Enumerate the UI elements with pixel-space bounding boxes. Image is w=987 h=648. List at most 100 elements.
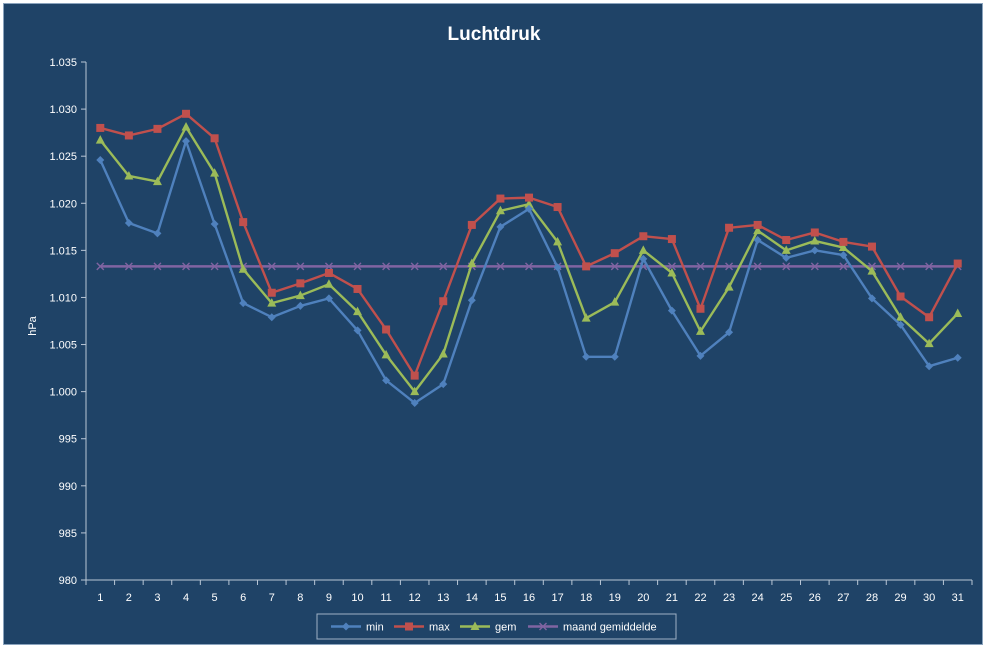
data-point — [353, 306, 363, 316]
data-point — [782, 262, 791, 271]
legend-label: min — [366, 622, 384, 634]
x-tick-label: 25 — [780, 592, 792, 604]
legend: min max gem maand gemiddelde — [316, 613, 677, 640]
x-tick-label: 4 — [183, 592, 189, 604]
x-tick-label: 22 — [694, 592, 706, 604]
x-tick-label: 3 — [154, 592, 160, 604]
data-point — [725, 223, 734, 232]
series-line — [99, 125, 959, 393]
data-point — [610, 352, 619, 361]
data-point — [153, 229, 162, 238]
data-point — [295, 290, 305, 300]
data-point — [953, 353, 962, 362]
y-tick-label: 980 — [59, 575, 77, 587]
x-tick-label: 19 — [609, 592, 621, 604]
legend-item: maand gemiddelde — [528, 622, 657, 634]
data-point — [96, 155, 105, 164]
data-point — [753, 236, 762, 245]
x-tick-label: 2 — [126, 592, 132, 604]
data-point — [753, 220, 762, 229]
data-point — [267, 262, 276, 271]
x-tick-label: 20 — [637, 592, 649, 604]
data-point — [753, 262, 762, 271]
data-point — [439, 380, 448, 389]
data-point — [124, 170, 134, 180]
legend-marker — [342, 622, 350, 631]
data-point — [581, 313, 591, 322]
data-point — [696, 262, 705, 271]
x-tick-label: 15 — [494, 592, 506, 604]
legend-label: maand gemiddelde — [563, 622, 657, 634]
data-point — [324, 268, 333, 277]
data-point — [182, 109, 191, 118]
data-point — [525, 204, 533, 213]
data-point — [925, 362, 934, 371]
data-point — [638, 245, 648, 254]
data-point — [639, 254, 648, 263]
data-point — [182, 262, 191, 271]
x-tick-label: 26 — [809, 592, 821, 604]
data-point — [238, 264, 248, 273]
legend-marker — [539, 622, 547, 631]
data-point — [525, 193, 533, 202]
x-tick-label: 30 — [923, 592, 935, 604]
data-point — [553, 203, 562, 212]
data-point — [410, 386, 420, 396]
x-tick-label: 9 — [326, 592, 332, 604]
data-point — [353, 284, 362, 293]
y-tick-label: 1.020 — [49, 198, 77, 210]
series-max — [96, 109, 962, 380]
data-point — [667, 235, 676, 244]
data-point — [953, 259, 962, 268]
y-tick-label: 1.030 — [49, 104, 77, 116]
data-point — [639, 232, 648, 241]
data-point — [382, 325, 391, 334]
data-point — [867, 242, 876, 251]
data-point — [439, 262, 448, 271]
data-point — [382, 262, 391, 271]
data-point — [867, 294, 876, 303]
data-point — [210, 168, 220, 177]
data-point — [524, 199, 534, 208]
x-tick-label: 1 — [97, 592, 103, 604]
data-point — [210, 134, 219, 143]
x-tick-label: 24 — [752, 592, 764, 604]
x-tick-label: 10 — [351, 592, 363, 604]
data-point — [410, 262, 419, 271]
series-min — [96, 137, 962, 407]
data-point — [838, 242, 848, 252]
data-point — [239, 299, 248, 308]
y-axis-title: hPa — [27, 315, 39, 335]
data-point — [324, 262, 333, 271]
data-point — [210, 219, 219, 228]
data-point — [210, 262, 219, 271]
x-tick-label: 16 — [523, 592, 535, 604]
data-point — [582, 262, 591, 271]
data-point — [896, 292, 905, 301]
legend-item: min — [331, 622, 384, 634]
data-point — [324, 279, 334, 288]
data-point — [724, 282, 734, 291]
chart-title: Luchtdruk — [448, 24, 541, 45]
data-point — [781, 245, 791, 254]
data-point — [124, 262, 133, 271]
x-tick-label: 18 — [580, 592, 592, 604]
data-point — [496, 222, 505, 231]
data-point — [896, 262, 905, 271]
y-tick-label: 1.015 — [49, 245, 77, 257]
data-point — [267, 288, 276, 297]
data-point — [782, 253, 791, 262]
data-point — [810, 235, 820, 245]
data-point — [267, 298, 277, 307]
x-tick-label: 11 — [380, 592, 391, 604]
data-point — [96, 123, 105, 132]
x-tick-label: 27 — [837, 592, 849, 604]
data-point — [839, 237, 848, 246]
x-tick-label: 17 — [551, 592, 563, 604]
data-point — [410, 371, 419, 380]
data-point — [667, 306, 676, 315]
data-point — [467, 220, 476, 229]
data-point — [695, 326, 705, 335]
data-point — [96, 262, 105, 271]
data-point — [353, 326, 362, 335]
